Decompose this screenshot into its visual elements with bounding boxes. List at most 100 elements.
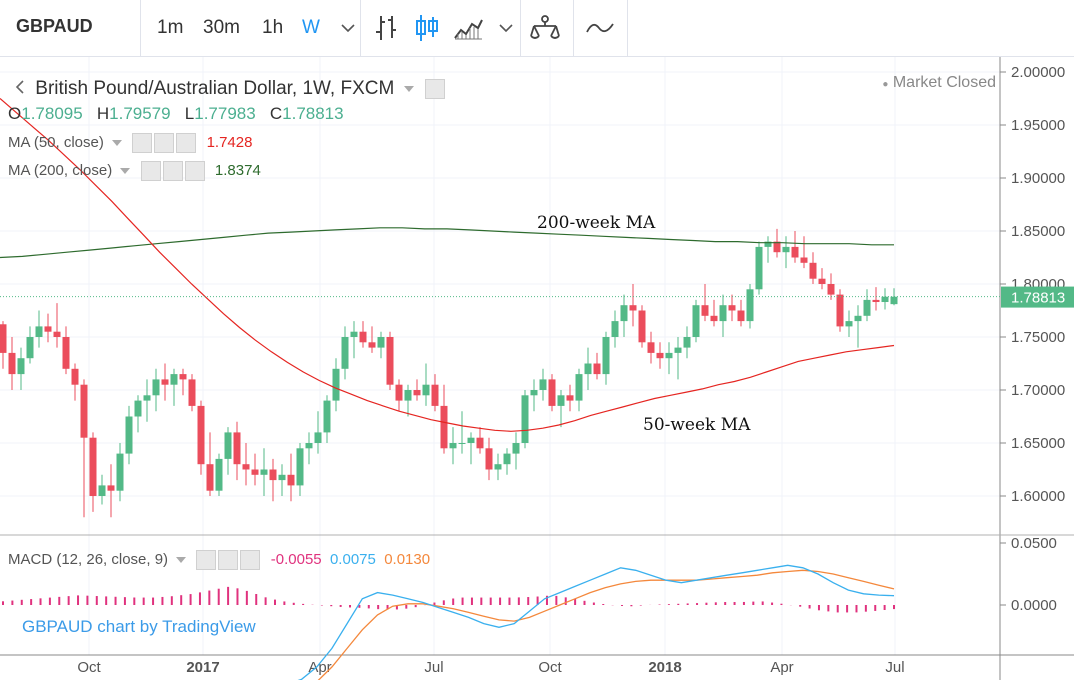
timeframe-1m[interactable]: 1m [157, 17, 184, 38]
annotation-200-week-ma: 200-week MA [537, 213, 656, 233]
candle-body [719, 305, 727, 322]
candle-body [17, 358, 25, 375]
candle-body [134, 400, 142, 417]
candle-body [854, 315, 862, 322]
candle-body [305, 443, 313, 449]
candle-body [422, 384, 430, 396]
legend-title: British Pound/Australian Dollar, 1W, FXC… [35, 78, 395, 99]
ma200-eye-icon[interactable] [140, 161, 161, 181]
candle-body [215, 458, 223, 491]
candle-body [449, 443, 457, 449]
indicators-icon[interactable] [584, 12, 616, 44]
candle-body [674, 347, 682, 353]
candle-body [485, 448, 493, 470]
timeframe-w[interactable]: W [302, 17, 320, 38]
last-price-label: 1.78813 [1011, 290, 1065, 307]
candle-body [476, 437, 484, 449]
candle-body [350, 331, 358, 337]
candle-body [80, 384, 88, 438]
candle-body [440, 405, 448, 449]
candle-body [755, 246, 763, 290]
eye-icon[interactable] [424, 78, 445, 99]
price-tick-label: 2.00000 [1011, 64, 1065, 81]
macd-legend: MACD (12, 26, close, 9) -0.0055 0.0075 0… [8, 550, 430, 570]
macd-close-icon[interactable] [240, 550, 261, 570]
candle-body [224, 432, 232, 459]
candle-body [557, 395, 565, 406]
ma200-close-icon[interactable] [184, 161, 205, 181]
last-price-badge [1001, 286, 1074, 308]
candle-body [692, 305, 700, 337]
candle-body [188, 379, 196, 406]
timeframe-1h[interactable]: 1h [262, 17, 284, 38]
candle-body [368, 342, 376, 348]
macd-dropdown-icon[interactable] [176, 557, 187, 563]
ohlc-row: O1.78095 H1.79579 L1.77983 C1.78813 [8, 104, 344, 124]
timeframe-dropdown-icon[interactable] [332, 12, 364, 44]
candle-body [404, 390, 412, 401]
ma200-settings-icon[interactable] [162, 161, 183, 181]
time-axis-label: Apr [770, 659, 793, 676]
candle-body [728, 305, 736, 311]
ma200-value: 1.8374 [214, 161, 261, 179]
candle-body [773, 241, 781, 253]
bar-chart-type-icon[interactable] [370, 12, 402, 44]
legend-title-row: British Pound/Australian Dollar, 1W, FXC… [10, 77, 447, 100]
candle-body [575, 374, 583, 401]
candle-body [413, 390, 421, 396]
candle-body [179, 374, 187, 380]
candle-body [791, 246, 799, 258]
collapse-arrow-icon[interactable] [10, 77, 30, 97]
time-axis-label: Apr [308, 659, 331, 676]
candle-body [287, 474, 295, 486]
macd-signal-value: 0.0130 [384, 550, 431, 568]
timeframe-30m[interactable]: 30m [203, 17, 240, 38]
candle-body [881, 296, 889, 303]
candle-body [161, 379, 169, 385]
ma200-dropdown-icon[interactable] [120, 168, 131, 174]
candle-body [710, 315, 718, 322]
toolbar-separator [360, 0, 361, 56]
candle-body [395, 384, 403, 401]
candle-body [260, 469, 268, 475]
area-chart-type-icon[interactable] [452, 12, 484, 44]
candle-body [863, 299, 871, 316]
macd-eye-icon[interactable] [196, 550, 217, 570]
candle-body [71, 368, 79, 385]
candles-chart-type-icon[interactable] [411, 12, 443, 44]
candle-body [125, 416, 133, 454]
candle-body [584, 363, 592, 375]
symbol-selector[interactable]: GBPAUD [16, 16, 93, 36]
candle-body [44, 326, 52, 332]
price-tick-label: 1.60000 [1011, 488, 1065, 505]
candle-body [566, 395, 574, 401]
ma50-dropdown-icon[interactable] [112, 140, 123, 146]
open-label: O [8, 104, 22, 123]
compare-icon[interactable] [529, 12, 561, 44]
macd-label: MACD (12, 26, close, 9) [8, 550, 169, 568]
time-axis-label: Oct [77, 659, 101, 676]
price-tick-label: 1.70000 [1011, 382, 1065, 399]
close-label: C [269, 104, 283, 123]
candle-body [35, 326, 43, 337]
candle-body [377, 337, 385, 348]
ma50-close-icon[interactable] [176, 133, 197, 153]
open-value: 1.78095 [21, 104, 83, 123]
chart-type-dropdown-icon[interactable] [490, 12, 522, 44]
price-chart[interactable]: 2.000001.950001.900001.850001.800001.750… [0, 57, 1074, 680]
candle-body [800, 257, 808, 263]
candle-body [332, 368, 340, 401]
candle-body [494, 464, 502, 470]
ma50-eye-icon[interactable] [132, 133, 153, 153]
macd-settings-icon[interactable] [218, 550, 239, 570]
high-value: 1.79579 [109, 104, 171, 123]
candle-body [746, 289, 754, 322]
candle-body [431, 384, 439, 406]
ma50-settings-icon[interactable] [154, 133, 175, 153]
macd-line-value: 0.0075 [329, 550, 376, 568]
candle-body [665, 352, 673, 359]
legend-dropdown-icon[interactable] [403, 85, 414, 92]
candle-body [296, 448, 304, 486]
candle-body [890, 296, 898, 305]
toolbar-separator [520, 0, 521, 56]
